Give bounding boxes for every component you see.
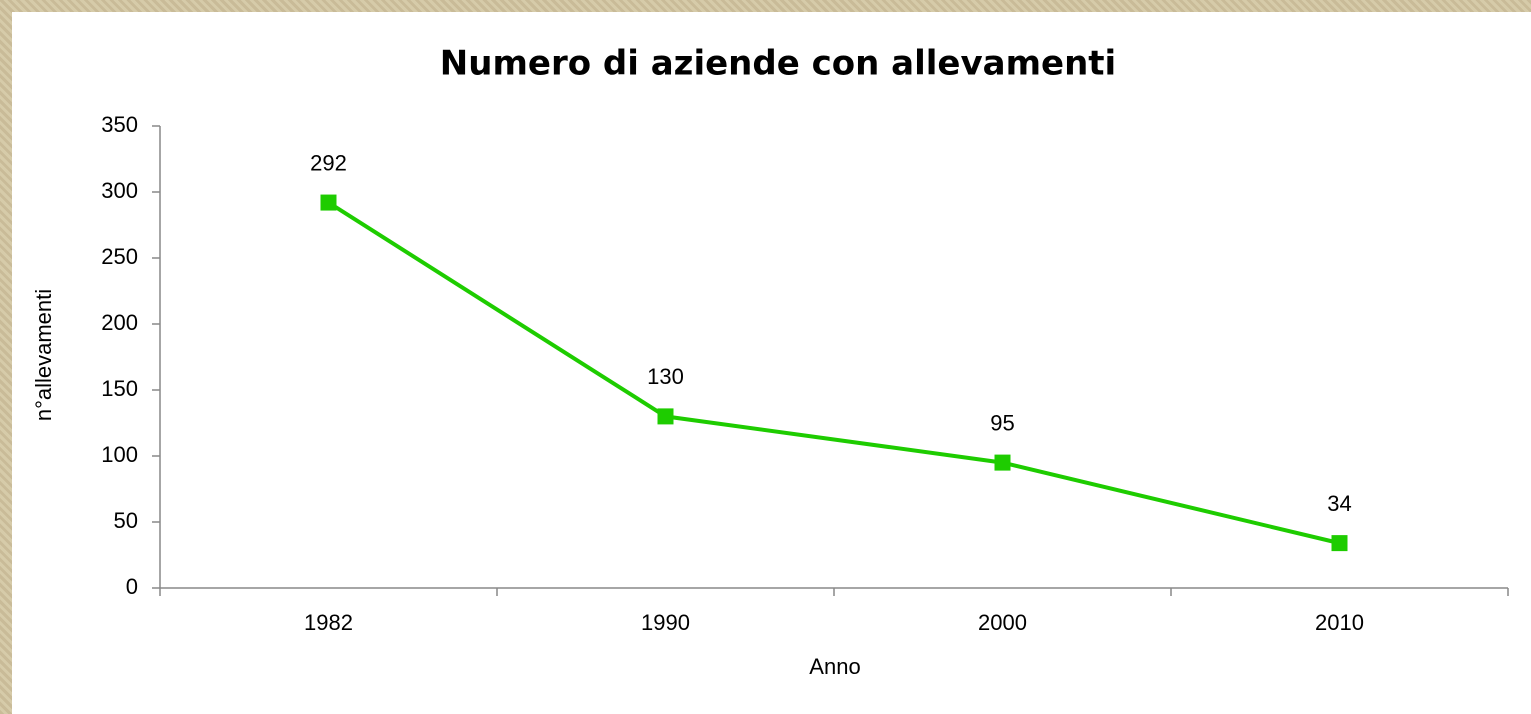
y-tick-label: 100 <box>101 442 138 467</box>
y-tick-label: 200 <box>101 310 138 335</box>
x-tick-label: 1990 <box>641 610 690 635</box>
chart-title: Numero di aziende con allevamenti <box>440 44 1116 84</box>
data-marker <box>657 408 674 425</box>
data-marker <box>994 454 1011 471</box>
data-marker <box>1331 535 1348 552</box>
data-line <box>327 200 1340 546</box>
x-axis-label: Anno <box>809 654 860 679</box>
chart: Numero di aziende con allevamenti Anno n… <box>12 12 1531 714</box>
data-label: 130 <box>647 364 684 389</box>
y-tick-label: 150 <box>101 376 138 401</box>
data-label: 34 <box>1327 491 1351 516</box>
x-tick-label: 2000 <box>978 610 1027 635</box>
y-tick-label: 350 <box>101 112 138 137</box>
y-tick-label: 0 <box>126 574 138 599</box>
x-tick-label: 2010 <box>1315 610 1364 635</box>
y-tick-label: 300 <box>101 178 138 203</box>
x-tick-label: 1982 <box>304 610 353 635</box>
data-marker <box>320 194 337 211</box>
data-label: 292 <box>310 150 347 175</box>
data-label: 95 <box>990 410 1014 435</box>
y-tick-label: 250 <box>101 244 138 269</box>
y-tick-label: 50 <box>114 508 138 533</box>
y-axis-label: n°allevamenti <box>31 289 56 421</box>
